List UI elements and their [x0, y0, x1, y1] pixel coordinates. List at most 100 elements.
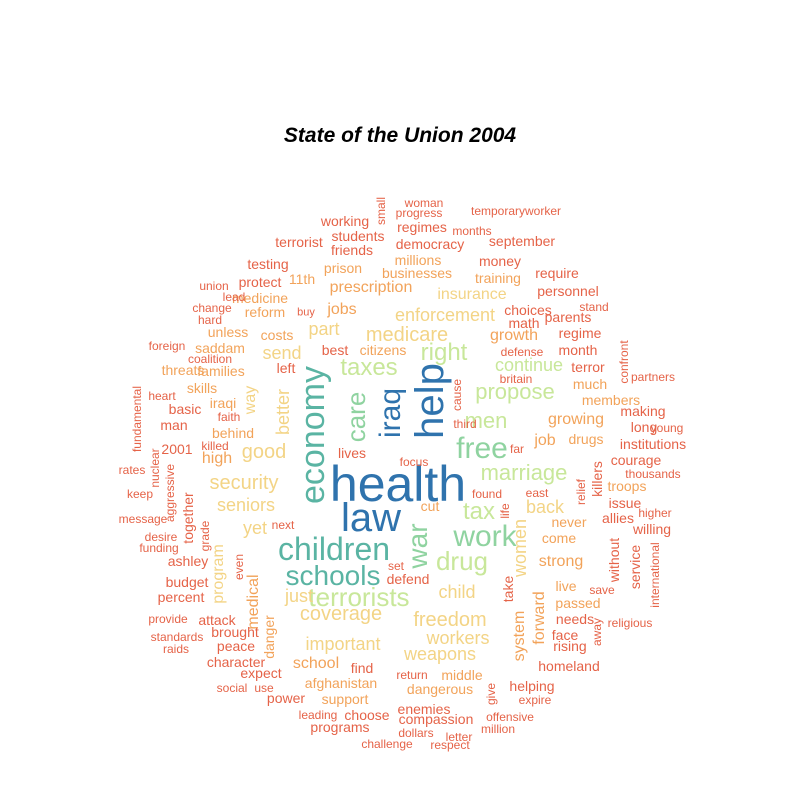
word-basic: basic [168, 401, 202, 417]
word-temporaryworker: temporaryworker [470, 204, 562, 218]
word-partners: partners [630, 370, 676, 384]
word-compassion: compassion [398, 711, 474, 727]
word-care: care [341, 391, 371, 443]
word-working: working [320, 213, 370, 229]
word-month: month [558, 342, 598, 358]
word-tax: tax [462, 498, 496, 525]
word-save: save [589, 583, 615, 597]
word-insurance: insurance [437, 286, 507, 303]
word-law: law [340, 496, 402, 540]
word-behind: behind [211, 425, 255, 441]
word-enforcement: enforcement [394, 305, 496, 325]
word-iraqi: iraqi [209, 395, 237, 411]
word-war: war [402, 523, 433, 569]
word-good: good [241, 441, 287, 463]
word-together: together [180, 492, 196, 544]
word-character: character [206, 654, 266, 670]
word-take: take [500, 575, 516, 603]
word-willing: willing [632, 521, 672, 537]
word-raids: raids [162, 642, 190, 656]
word-grade: grade [198, 520, 212, 552]
word-institutions: institutions [619, 436, 687, 452]
word-rising: rising [553, 638, 587, 654]
word-system: system [511, 610, 528, 662]
word-lead: lead [222, 290, 246, 304]
word-women: women [510, 518, 530, 578]
word-citizens: citizens [359, 342, 407, 358]
word-regimes: regimes [397, 219, 447, 235]
word-small: small [374, 196, 388, 226]
word-iraq: iraq [374, 387, 407, 439]
word-dangerous: dangerous [406, 681, 474, 697]
word-helping: helping [509, 678, 555, 694]
word-prison: prison [323, 260, 363, 276]
word-prescription: prescription [329, 279, 413, 296]
word-keep: keep [126, 487, 154, 501]
word-september: september [488, 233, 556, 249]
word-issue: issue [608, 495, 642, 511]
word-math: math [508, 315, 540, 331]
word-fundamental: fundamental [130, 385, 144, 453]
word-coverage: coverage [299, 603, 383, 625]
word-cause: cause [450, 378, 464, 412]
word-cut: cut [420, 498, 440, 514]
word-just: just [284, 586, 314, 606]
word-parents: parents [544, 309, 592, 325]
word-third: third [453, 417, 477, 431]
word-give: give [484, 682, 498, 706]
word-important: important [305, 634, 381, 654]
word-next: next [271, 518, 295, 532]
word-terrorists: terrorists [308, 582, 410, 612]
word-jobs: jobs [327, 301, 357, 318]
word-better: better [273, 388, 293, 436]
word-health: health [329, 456, 467, 512]
word-without: without [606, 537, 622, 583]
word-11th: 11th [288, 271, 316, 287]
word-return: return [396, 668, 428, 682]
word-right: right [420, 339, 468, 366]
word-confront: confront [617, 340, 631, 384]
word-costs: costs [260, 327, 294, 343]
word-skills: skills [186, 380, 218, 396]
word-millions: millions [394, 252, 442, 268]
word-friends: friends [330, 242, 374, 258]
word-free: free [456, 432, 508, 465]
word-away: away [590, 617, 604, 647]
word-part: part [308, 319, 340, 339]
word-program: program [210, 544, 227, 604]
word-progress: progress [395, 206, 443, 220]
word-economy: economy [294, 366, 332, 504]
word-medical: medical [245, 574, 262, 630]
word-work: work [453, 520, 517, 553]
word-man: man [160, 417, 188, 433]
word-offensive: offensive [486, 710, 534, 724]
word-stand: stand [579, 300, 609, 314]
word-focus: focus [399, 455, 429, 469]
word-require: require [535, 265, 579, 281]
word-nuclear: nuclear [148, 448, 162, 488]
word-use: use [254, 681, 274, 695]
word-help: help [408, 363, 452, 439]
word-allies: allies [602, 510, 634, 526]
word-set: set [387, 559, 405, 573]
word-strong: strong [538, 553, 584, 570]
word-much: much [572, 376, 608, 392]
word-unless: unless [207, 324, 249, 340]
word-children: children [277, 531, 391, 567]
word-drugs: drugs [568, 431, 604, 447]
word-job: job [534, 432, 556, 449]
word-passed: passed [555, 595, 601, 611]
word-seniors: seniors [216, 495, 276, 515]
word-homeland: homeland [538, 658, 600, 674]
word-workers: workers [426, 628, 490, 648]
word-personnel: personnel [537, 283, 599, 299]
word-members: members [581, 392, 641, 408]
word-freedom: freedom [413, 609, 487, 631]
word-making: making [620, 403, 666, 419]
word-lives: lives [337, 445, 367, 461]
word-million: million [480, 722, 516, 736]
word-training: training [475, 270, 521, 286]
word-rates: rates [118, 463, 146, 477]
word-forward: forward [531, 591, 548, 645]
word-money: money [478, 253, 522, 269]
